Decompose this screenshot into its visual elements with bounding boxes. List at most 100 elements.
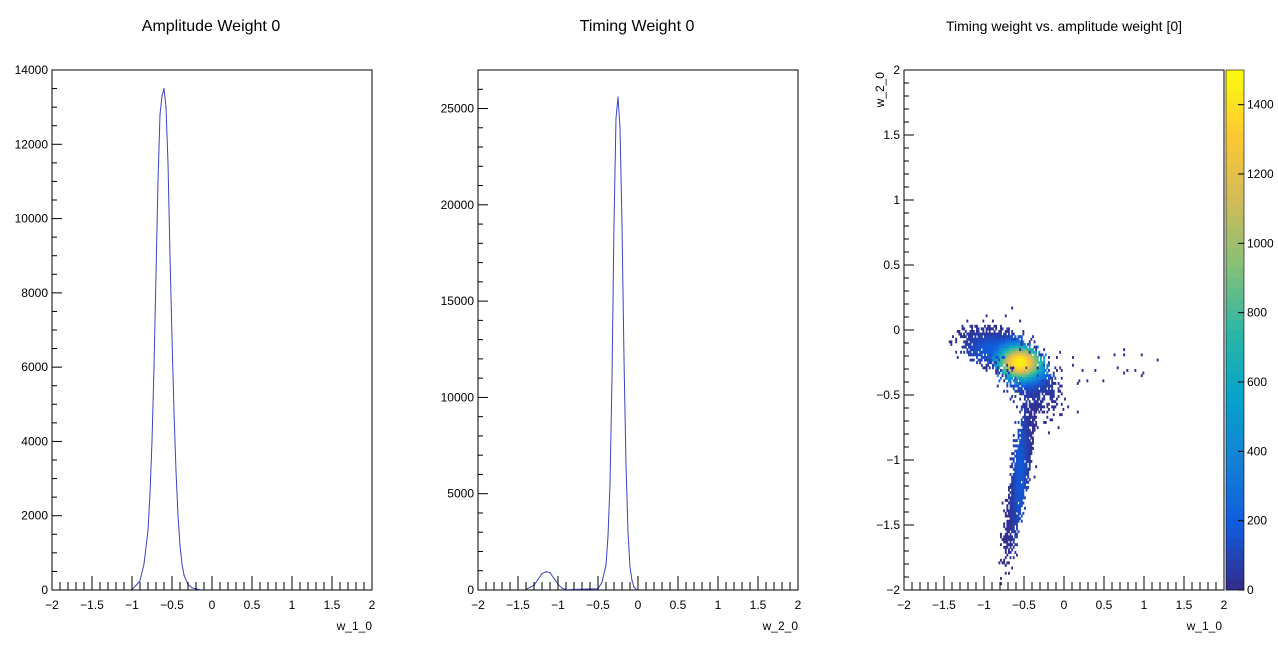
heatmap-cell — [1008, 501, 1010, 505]
heatmap-cell — [1025, 402, 1028, 406]
heatmap-cell — [1016, 353, 1018, 357]
heatmap-cell — [968, 335, 970, 339]
heatmap-cell — [1020, 470, 1023, 474]
heatmap-cell — [993, 324, 996, 328]
heatmap-cell — [980, 337, 983, 341]
heatmap-cell — [1078, 379, 1081, 383]
heatmap-cell — [1022, 392, 1025, 396]
heatmap-cell — [1014, 480, 1017, 484]
heatmap-cell — [1009, 465, 1012, 469]
heatmap-cell — [1009, 514, 1012, 518]
y-axis-label: w_2_0 — [873, 72, 887, 109]
heatmap-cell — [1030, 389, 1033, 393]
heatmap-cell — [1008, 340, 1010, 344]
heatmap-cell — [982, 366, 985, 370]
heatmap-cell — [1041, 369, 1044, 372]
heatmap-cell — [1027, 452, 1030, 456]
heatmap-cell — [1038, 395, 1041, 398]
heatmap-cell — [998, 330, 1001, 333]
heatmap-cell — [1016, 444, 1018, 448]
heatmap-cell — [1011, 371, 1014, 375]
heatmap-cell — [1016, 358, 1018, 362]
heatmap-cell — [980, 356, 983, 359]
heatmap-cell — [1033, 340, 1036, 344]
heatmap-cell — [1036, 374, 1039, 378]
heatmap-cell — [1006, 543, 1009, 547]
heatmap-cell — [1025, 353, 1028, 357]
heatmap-cell — [1020, 460, 1023, 463]
heatmap-cell — [1043, 363, 1046, 367]
heatmap-cell — [1024, 421, 1026, 424]
heatmap-cell — [1033, 353, 1036, 357]
heatmap-cell — [969, 343, 972, 346]
histogram-bin-point — [609, 483, 611, 485]
heatmap-cell — [1052, 382, 1055, 385]
heatmap-cell — [1030, 337, 1033, 341]
heatmap-cell — [1041, 384, 1044, 388]
heatmap-cell — [992, 335, 994, 339]
heatmap-cell — [1006, 350, 1009, 354]
heatmap-cell — [1033, 345, 1036, 349]
colorbar-band — [1226, 569, 1244, 580]
heatmap-cell — [1016, 483, 1018, 487]
heatmap-cell — [1041, 376, 1044, 380]
histogram-bin-point — [613, 223, 615, 225]
heatmap-cell — [974, 345, 977, 349]
heatmap-cell — [979, 348, 982, 352]
heatmap-cell — [1012, 478, 1015, 482]
heatmap-cell — [1006, 363, 1009, 367]
heatmap-cell — [1024, 465, 1026, 469]
histogram-bin-point — [173, 411, 175, 413]
heatmap-cell — [1041, 353, 1044, 357]
heatmap-cell — [1020, 452, 1023, 456]
heatmap-cell — [1020, 493, 1023, 497]
x-tick-label: −1.5 — [80, 598, 104, 612]
heatmap-cell — [964, 343, 967, 346]
heatmap-cell — [1027, 460, 1030, 463]
heatmap-cell — [1033, 418, 1036, 422]
heatmap-cell — [998, 363, 1001, 367]
heatmap-cell — [1033, 426, 1036, 430]
x-tick-label: −0.5 — [1012, 598, 1036, 612]
heatmap-cell — [1012, 488, 1015, 492]
heatmap-cell — [976, 350, 978, 354]
heatmap-cell — [1033, 413, 1036, 417]
heatmap-cell — [1049, 418, 1052, 422]
histogram-bin-point — [153, 366, 155, 368]
heatmap-cell — [1012, 540, 1015, 544]
heatmap-cell — [1022, 465, 1025, 469]
heatmap-cell — [1009, 517, 1012, 521]
heatmap-cell — [985, 348, 988, 352]
heatmap-cell — [1000, 324, 1002, 328]
heatmap-cell — [1035, 382, 1038, 385]
heatmap-cell — [1020, 475, 1023, 479]
heatmap-cell — [1006, 358, 1009, 362]
heatmap-cell — [1020, 457, 1023, 461]
heatmap-cell — [1027, 475, 1030, 479]
heatmap-cell — [1022, 462, 1025, 466]
heatmap-cell — [1036, 402, 1039, 406]
heatmap-cell — [1035, 374, 1038, 378]
heatmap-cell — [1000, 532, 1002, 536]
heatmap-cell — [1030, 387, 1033, 391]
heatmap-cell — [1033, 369, 1036, 372]
heatmap-cell — [1012, 384, 1015, 388]
y-tick-label: 4000 — [21, 434, 48, 448]
heatmap-cell — [1006, 527, 1009, 531]
heatmap-cell — [1030, 392, 1033, 396]
heatmap-cell — [1017, 467, 1020, 471]
heatmap-cell — [1003, 561, 1006, 565]
heatmap-cell — [1032, 366, 1034, 370]
heatmap-cell — [977, 335, 980, 339]
heatmap-cell — [1040, 371, 1042, 375]
y-tick-label: 12000 — [15, 137, 49, 151]
heatmap-cell — [1008, 343, 1010, 346]
heatmap-cell — [1006, 509, 1009, 513]
heatmap-cell — [1020, 335, 1023, 339]
heatmap-cell — [1035, 421, 1038, 424]
colorbar-band — [1226, 111, 1244, 123]
heatmap-cell — [969, 348, 972, 352]
heatmap-cell — [1003, 371, 1006, 375]
heatmap-cell — [1014, 371, 1017, 375]
colorbar-band — [1226, 226, 1244, 237]
